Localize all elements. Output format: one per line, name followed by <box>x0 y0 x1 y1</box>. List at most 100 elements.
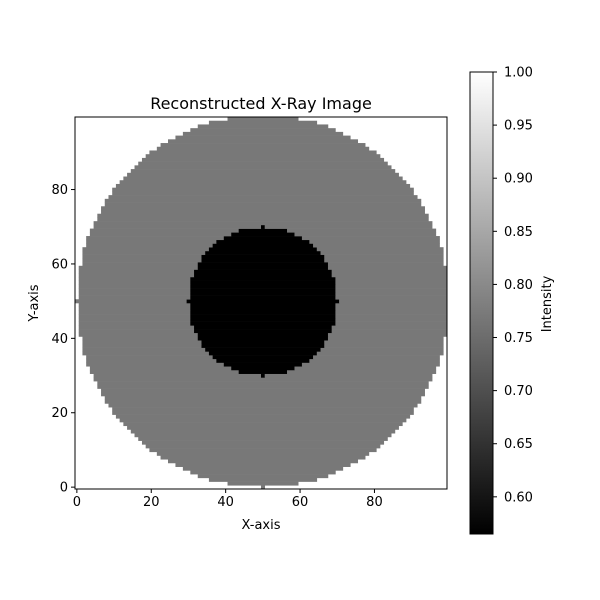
heatmap-cell-run <box>82 343 202 348</box>
heatmap-cell-run <box>101 388 425 393</box>
heatmap-cell-run <box>201 343 325 348</box>
heatmap-cell-run <box>182 466 344 471</box>
heatmap-cell-run <box>227 117 299 122</box>
heatmap-cell-run <box>182 131 344 136</box>
heatmap-cell-run <box>145 154 381 159</box>
heatmap-cell-run <box>86 243 213 248</box>
heatmap-cell-run <box>78 332 199 337</box>
heatmap-cell-run <box>97 217 429 222</box>
x-tick-label: 40 <box>217 495 234 510</box>
heatmap-cell-run <box>101 210 425 215</box>
y-axis-label: Y-axis <box>27 284 42 322</box>
heatmap-cell-run <box>309 358 440 363</box>
heatmap-cell-run <box>238 228 288 233</box>
heatmap-cell-run <box>190 276 336 281</box>
colorbar-tick-label: 0.95 <box>504 119 533 134</box>
heatmap-cell-run <box>82 250 206 255</box>
heatmap-cell-run <box>78 306 191 311</box>
heatmap-cell-run <box>205 347 321 352</box>
heatmap-cell-run <box>93 373 262 378</box>
heatmap-cell-run <box>309 239 440 244</box>
heatmap-cell-run <box>190 280 336 285</box>
colorbar-tick-label: 0.70 <box>504 384 533 399</box>
heatmap-cell-run <box>175 135 351 140</box>
colorbar-ticks: 0.60 0.65 0.70 0.75 0.80 0.85 0.90 0.95 1.00 <box>493 66 533 505</box>
heatmap-cell-run <box>216 358 310 363</box>
heatmap-cell-run <box>82 258 202 263</box>
heatmap-cell-run <box>115 183 411 188</box>
heatmap-cell-run <box>261 485 266 490</box>
heatmap-cell-run <box>78 303 191 308</box>
heatmap-cell-run <box>190 303 336 308</box>
heatmap-cell-run <box>190 310 336 315</box>
heatmap-cell-run <box>130 169 396 174</box>
heatmap-cell-run <box>327 265 448 270</box>
heatmap-cell-run <box>82 262 199 267</box>
heatmap-plot-area <box>74 116 448 490</box>
heatmap-cell-run <box>82 351 210 356</box>
heatmap-cell-run <box>287 369 437 374</box>
heatmap-cell-run <box>123 422 403 427</box>
heatmap-cell-run <box>190 291 336 296</box>
colorbar-tick-label: 0.60 <box>504 490 533 505</box>
heatmap-cell-run <box>335 280 448 285</box>
heatmap-cell-run <box>145 444 381 449</box>
heatmap-cell-run <box>78 276 191 281</box>
x-tick-label: 20 <box>143 495 160 510</box>
heatmap-cell-run <box>115 414 411 419</box>
heatmap-cell-run <box>104 396 422 401</box>
heatmap-cell-run <box>168 139 359 144</box>
heatmap-cell-run <box>78 317 191 322</box>
heatmap-cell-run <box>190 128 336 133</box>
heatmap-cell-run <box>86 358 217 363</box>
heatmap-cell-run <box>75 299 187 304</box>
colorbar-label: Intensity <box>540 275 555 332</box>
heatmap-cell-run <box>208 247 318 252</box>
heatmap-cell-run <box>320 250 444 255</box>
heatmap-cell-run <box>331 273 448 278</box>
heatmap-cell-run <box>78 269 195 274</box>
chart-title: Reconstructed X-Ray Image <box>150 94 372 113</box>
heatmap-cell-run <box>194 329 332 334</box>
heatmap-cell-run <box>194 325 332 330</box>
heatmap-cell-run <box>201 258 325 263</box>
heatmap-cell-run <box>264 373 433 378</box>
heatmap-cell-run <box>201 340 325 345</box>
heatmap-cell-run <box>101 206 425 211</box>
heatmap-cell-run <box>127 425 399 430</box>
heatmap-cell-run <box>78 291 191 296</box>
heatmap-cell-run <box>208 477 318 482</box>
x-axis-label: X-axis <box>242 518 281 533</box>
heatmap-cell-run <box>168 459 359 464</box>
heatmap-cell-run <box>261 373 266 378</box>
heatmap-cell-run <box>216 239 310 244</box>
heatmap-cell-run <box>112 191 414 196</box>
heatmap-cell-run <box>201 254 325 259</box>
heatmap-cell-run <box>197 124 329 129</box>
y-tick-label: 40 <box>51 332 68 347</box>
colorbar: 0.60 0.65 0.70 0.75 0.80 0.85 0.90 0.95 1.00 <box>469 66 533 535</box>
heatmap-cell-run <box>335 288 448 293</box>
colorbar-gradient <box>469 71 494 535</box>
heatmap-cell-run <box>205 250 321 255</box>
heatmap-cell-run <box>190 284 336 289</box>
heatmap-cell-run <box>227 481 299 486</box>
heatmap-cell-run <box>335 321 448 326</box>
heatmap-cell-run <box>97 381 429 386</box>
heatmap-cell-run <box>86 236 225 241</box>
heatmap-cell-run <box>138 436 388 441</box>
heatmap-cell-run <box>190 314 336 319</box>
heatmap-cell-run <box>294 366 437 371</box>
heatmap-cell-run <box>134 433 392 438</box>
colorbar-tick-label: 0.85 <box>504 225 533 240</box>
heatmap-cell-run <box>301 236 440 241</box>
heatmap-cell-run <box>78 284 191 289</box>
heatmap-cell-run <box>320 347 444 352</box>
colorbar-tick-label: 1.00 <box>504 66 533 81</box>
heatmap-cell-run <box>324 340 444 345</box>
x-axis-ticks: 0 20 40 60 80 <box>73 489 383 510</box>
y-tick-label: 60 <box>51 257 68 272</box>
heatmap-cell-run <box>112 187 414 192</box>
heatmap-cell-run <box>119 180 407 185</box>
heatmap-cell-run <box>335 310 448 315</box>
